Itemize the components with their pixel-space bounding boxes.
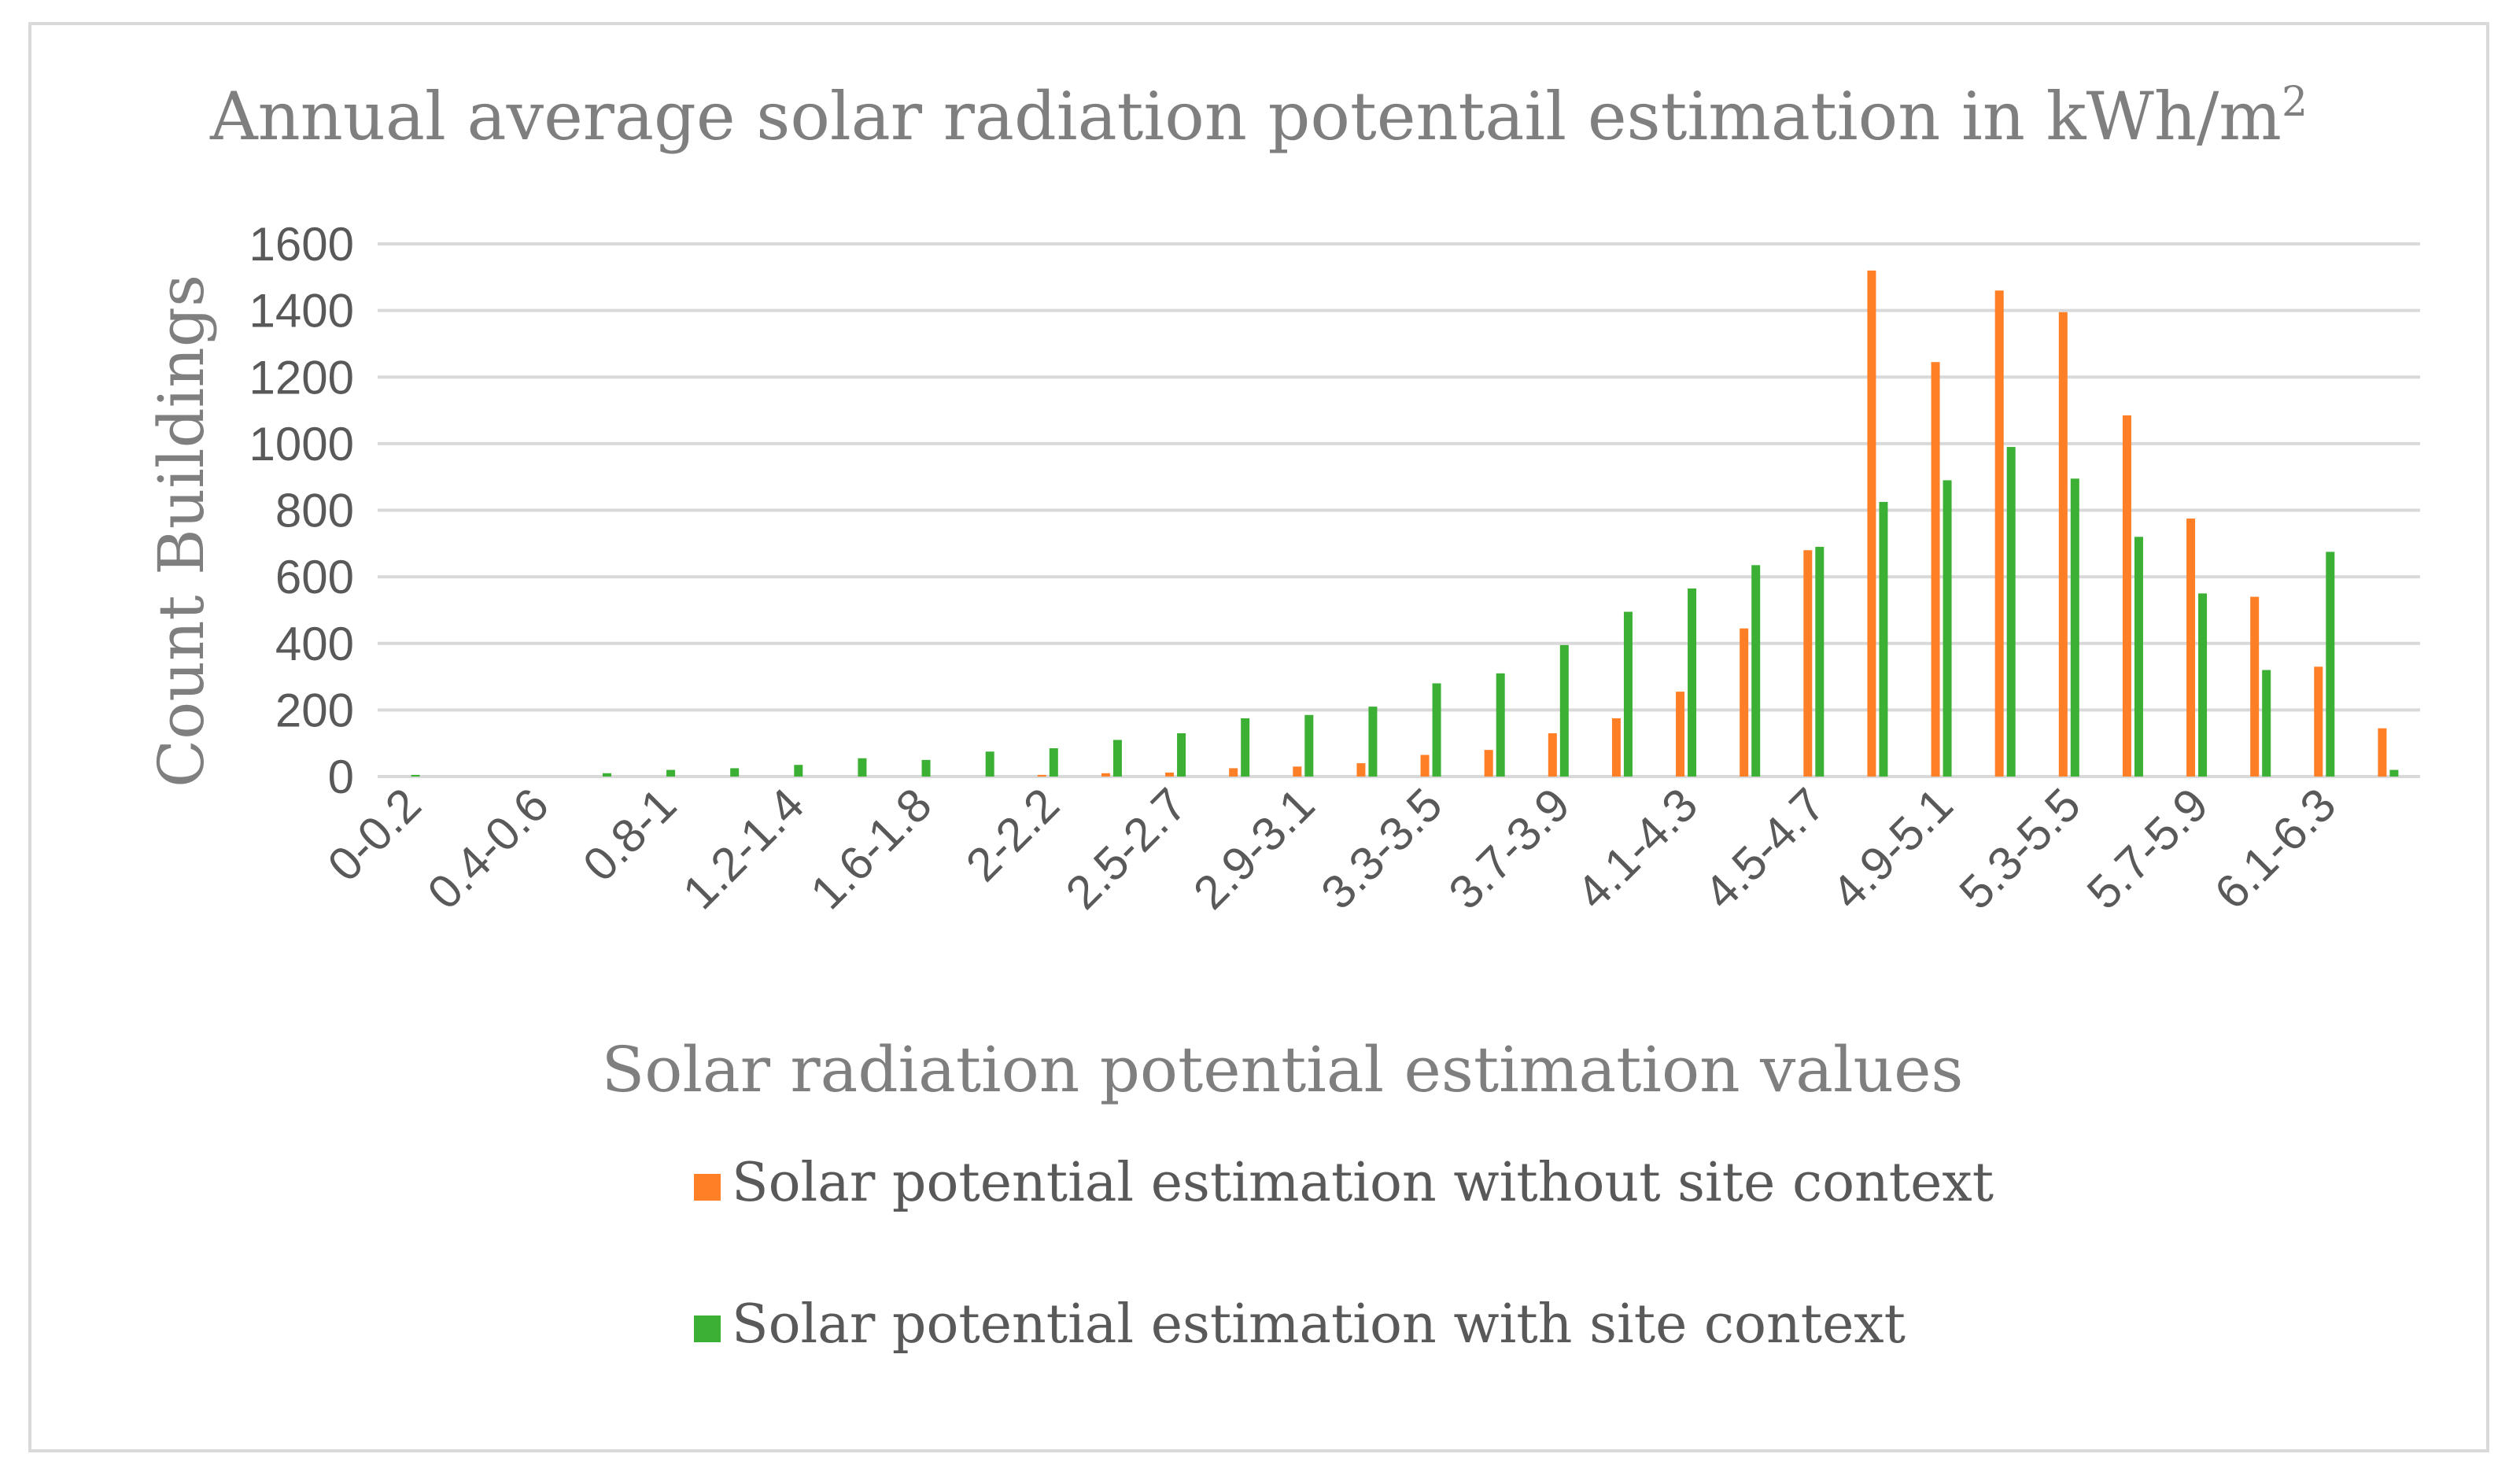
bar-without-context-31 [2378,728,2387,777]
bar-with-context-4 [666,769,676,777]
bar-with-context-13 [1241,718,1250,777]
y-tick-label: 400 [275,618,354,670]
x-tick-label: 5.3-5.5 [1950,778,2090,919]
x-tick-label: 4.9-5.1 [1821,778,1962,919]
bar-without-context-25 [1994,290,2004,777]
bar-with-context-28 [2198,593,2208,777]
x-tick-label: 6.1-6.3 [2205,778,2345,919]
bar-with-context-11 [1112,740,1122,777]
gridlines [378,242,2420,778]
legend-swatch-with-context [694,1315,721,1342]
legend: Solar potential estimation without site … [694,1152,1994,1356]
x-tick-label: 5.7-5.9 [2077,778,2218,919]
y-tick-label: 1400 [249,285,354,338]
legend-label-without-context: Solar potential estimation without site … [732,1152,1994,1214]
x-tick-label: 4.1-4.3 [1566,778,1707,919]
bar-without-context-21 [1740,628,1749,777]
y-tick-label: 1000 [249,418,354,470]
bar-with-context-6 [794,765,803,777]
bar-without-context-20 [1676,692,1685,777]
chart-title: Annual average solar radiation potentail… [209,78,2308,155]
bar-without-context-24 [1931,362,1940,777]
bar-with-context-17 [1496,673,1505,777]
bar-without-context-27 [2122,415,2131,777]
bar-with-context-12 [1177,732,1186,777]
bar-with-context-20 [1688,588,1697,777]
bar-without-context-13 [1229,768,1238,777]
x-tick-label: 2-2.2 [956,778,1069,891]
x-tick-label: 1.6-1.8 [800,778,941,919]
bar-with-context-24 [1943,480,1952,777]
legend-swatch-without-context [694,1174,721,1201]
bar-with-context-25 [2006,447,2016,777]
legend-label-with-context: Solar potential estimation with site con… [732,1293,1906,1356]
bar-with-context-7 [858,758,867,777]
bar-without-context-12 [1165,772,1175,777]
bar-without-context-26 [2058,312,2068,777]
x-tick-label: 3.3-3.5 [1311,778,1452,919]
bar-with-context-16 [1432,683,1441,777]
y-tick-label: 600 [275,551,354,603]
bar-with-context-14 [1304,714,1314,777]
bar-without-context-19 [1611,718,1621,777]
bar-with-context-19 [1623,611,1633,777]
bar-with-context-29 [2262,670,2271,777]
bar-without-context-15 [1356,763,1366,777]
bar-with-context-15 [1368,707,1378,777]
y-tick-label: 200 [275,684,354,736]
bar-with-context-10 [1049,748,1058,777]
chart-frame: Annual average solar radiation potentail… [28,22,2489,1452]
y-tick-label: 800 [275,485,354,537]
bar-with-context-8 [921,759,931,777]
bar-with-context-5 [730,768,740,777]
bar-without-context-11 [1101,773,1110,777]
y-axis-title: Count Buildings [145,275,218,788]
x-axis-title: Solar radiation potential estimation val… [602,1033,1964,1106]
bar-with-context-18 [1559,644,1569,777]
x-tick-label: 3.7-3.9 [1439,778,1580,919]
bar-without-context-22 [1803,550,1813,777]
bars [411,270,2399,777]
y-tick-label: 0 [328,751,354,803]
bar-with-context-22 [1815,547,1825,777]
chart-svg: Annual average solar radiation potentail… [145,78,2420,1356]
bar-without-context-30 [2314,666,2323,777]
bar-without-context-17 [1484,750,1493,777]
bar-without-context-28 [2186,518,2196,777]
y-axis-ticks: 0 200 400 600 800 1000 1200 1400 1600 [249,218,354,803]
x-axis-ticks: 0-0.20.4-0.6 0.8-11.2-1.41.6-1.8 2-2.22.5-… [318,778,2346,919]
bar-with-context-3 [602,773,611,777]
bar-without-context-29 [2250,596,2260,777]
bar-without-context-18 [1548,732,1557,777]
bar-with-context-27 [2134,537,2143,777]
bar-with-context-26 [2070,478,2079,777]
bar-without-context-23 [1867,270,1876,777]
bar-without-context-10 [1037,774,1046,777]
x-tick-label: 2.9-3.1 [1183,778,1324,919]
x-tick-label: 1.2-1.4 [673,778,814,919]
bar-without-context-16 [1420,755,1430,777]
bar-with-context-31 [2389,769,2399,777]
x-tick-label: 4.5-4.7 [1694,778,1835,919]
bar-with-context-30 [2326,552,2335,777]
bar-with-context-23 [1879,501,1888,777]
bar-with-context-0 [411,774,420,777]
x-tick-label: 2.5-2.7 [1056,778,1197,919]
y-tick-label: 1600 [249,218,354,271]
bar-with-context-21 [1751,565,1761,777]
bar-without-context-14 [1293,766,1302,777]
x-tick-label: 0.8-1 [573,778,686,891]
x-tick-label: 0.4-0.6 [418,778,559,919]
y-tick-label: 1200 [249,351,354,404]
bar-with-context-9 [985,751,994,777]
